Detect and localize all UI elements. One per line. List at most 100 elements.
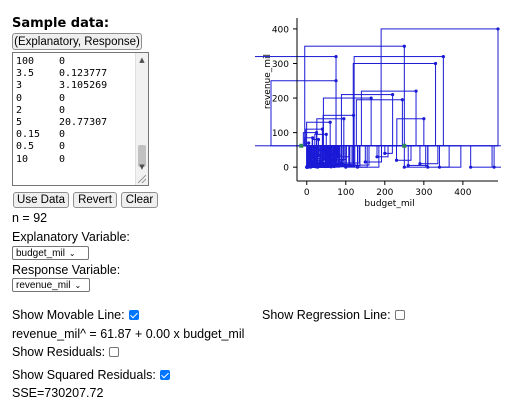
revert-button[interactable]: Revert (73, 192, 117, 208)
residual-square (340, 94, 394, 147)
sample-x-value: 0.15 (16, 129, 41, 141)
clear-button[interactable]: Clear (121, 192, 158, 208)
residual-square (470, 145, 493, 168)
textarea-scrollbar[interactable]: ▲ ▼ (135, 53, 148, 185)
data-point (309, 151, 313, 155)
data-point (344, 165, 348, 169)
data-point (492, 165, 496, 169)
sample-x-value: 5 (16, 117, 23, 129)
data-point (433, 61, 438, 66)
sample-y-value: 20.77307 (59, 117, 108, 129)
data-point (307, 141, 311, 145)
sample-x-value: 0 (16, 92, 23, 104)
data-point (326, 159, 330, 163)
data-point (348, 163, 352, 167)
data-point (414, 89, 418, 93)
data-point (312, 146, 317, 150)
data-point (402, 44, 406, 48)
squared-residuals-checkbox[interactable] (159, 370, 170, 380)
sample-data-row: 0.15 0 (16, 129, 107, 141)
y-tick-label: 0 (283, 164, 289, 174)
sample-x-value: 100 (16, 56, 35, 67)
data-point (369, 96, 373, 100)
n-count: n = 92 (12, 211, 48, 225)
sample-y-value: 0.123777 (59, 68, 108, 80)
sample-data-textarea[interactable]: 100 0 3.5 0.123777 3 3.105269 0 0 2 0 5 20.77307 0.1… (12, 52, 149, 186)
sample-x-value: 0.5 (16, 141, 35, 153)
scroll-down-arrow-icon[interactable]: ▼ (139, 163, 145, 171)
sample-y-value: 0 (59, 153, 66, 165)
data-point (321, 162, 325, 166)
squared-residuals-option: Show Squared Residuals: (12, 368, 170, 382)
sample-y-value: 0 (59, 92, 66, 104)
y-tick-label: 100 (272, 129, 289, 139)
data-point (322, 156, 326, 161)
response-select[interactable]: revenue_mil ⌄ (12, 278, 90, 292)
data-point (402, 165, 406, 169)
data-point (406, 163, 410, 168)
scroll-thumb[interactable] (138, 145, 146, 167)
residual-square (493, 145, 501, 168)
data-point (400, 98, 404, 102)
sample-data-rows: 100 0 3.5 0.123777 3 3.105269 0 0 2 0 5 20.77307 0.1… (16, 56, 107, 166)
residual-square (419, 145, 439, 165)
resize-grip-icon[interactable] (138, 175, 146, 183)
residual-square (353, 56, 444, 147)
data-point (496, 27, 500, 31)
movable-line-option: Show Movable Line: (12, 308, 139, 322)
sample-x-value: 2 (16, 104, 23, 116)
data-point (330, 157, 334, 162)
squared-residuals-label: Show Squared Residuals: (12, 368, 156, 382)
sample-data-row: 10 0 (16, 154, 107, 166)
explanatory-label: Explanatory Variable: (12, 230, 130, 244)
data-point (383, 151, 387, 155)
residual-square (355, 99, 403, 147)
scroll-up-arrow-icon[interactable]: ▲ (139, 56, 145, 64)
data-point (441, 54, 445, 59)
x-tick-label: 100 (337, 188, 354, 198)
sample-data-row: 3.5 0.123777 (16, 68, 107, 80)
use-data-button[interactable]: Use Data (13, 192, 69, 208)
data-point (324, 132, 328, 136)
data-point (320, 127, 324, 131)
regression-line-checkbox[interactable] (394, 310, 405, 320)
data-point (469, 165, 473, 169)
data-point (316, 153, 321, 157)
movable-line-checkbox[interactable] (128, 310, 139, 320)
x-tick-label: 0 (304, 188, 310, 198)
line-handle-left (299, 143, 304, 148)
data-point (334, 79, 338, 83)
sample-data-row: 3 3.105269 (16, 80, 107, 92)
x-axis-label: budget_mil (364, 199, 414, 209)
data-point (391, 92, 395, 97)
response-selected-value: revenue_mil (16, 279, 71, 291)
explanatory-select[interactable]: budget_mil ⌄ (12, 246, 89, 260)
residuals-checkbox[interactable] (109, 347, 120, 357)
sample-data-row: 5 20.77307 (16, 117, 107, 129)
x-tick-label: 400 (454, 188, 471, 198)
data-point (418, 162, 422, 166)
sse-value: SSE=730207.72 (12, 386, 104, 400)
sample-x-value: 3 (16, 80, 23, 92)
sample-y-value: 3.105269 (59, 80, 108, 92)
x-tick-label: 300 (415, 188, 432, 198)
response-label: Response Variable: (12, 263, 121, 277)
chevron-down-icon: ⌄ (74, 280, 82, 290)
data-point (422, 117, 426, 121)
sample-x-value: 3.5 (16, 68, 35, 80)
scatter-plot[interactable]: 0 100 200 300 400 0 100 200 300 400 budget_mil reve… (255, 16, 501, 212)
data-point (426, 165, 430, 169)
regression-line-label: Show Regression Line: (262, 308, 391, 322)
sample-y-value: 0 (59, 141, 66, 153)
explanatory-response-button[interactable]: (Explanatory, Response) (12, 33, 142, 50)
data-point (351, 113, 356, 117)
data-point (318, 148, 323, 152)
data-point (316, 137, 321, 142)
data-point (326, 151, 330, 155)
sample-data-row: 0.5 0 (16, 141, 107, 153)
line-handle-right (402, 143, 407, 148)
movable-line-label: Show Movable Line: (12, 308, 125, 322)
data-point (314, 131, 319, 135)
y-axis-label: revenue_mil (263, 54, 273, 109)
